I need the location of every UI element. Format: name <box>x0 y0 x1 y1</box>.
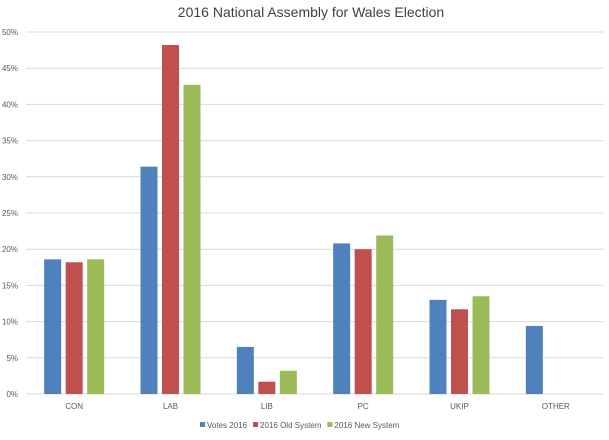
bar-ukip-0 <box>429 299 447 394</box>
legend-swatch <box>327 422 333 427</box>
bar-lab-2 <box>183 84 201 395</box>
bar-lab-1 <box>162 45 179 394</box>
chart-title: 2016 National Assembly for Wales Electio… <box>178 4 444 20</box>
bar-other-0 <box>525 325 543 394</box>
y-tick-label: 0% <box>6 390 18 399</box>
y-tick-label: 25% <box>2 209 18 218</box>
y-tick-label: 40% <box>2 100 18 109</box>
bar-lab-0 <box>140 166 158 394</box>
y-tick-label: 45% <box>2 64 18 73</box>
legend-label: Votes 2016 <box>207 421 248 430</box>
bar-pc-2 <box>376 235 394 394</box>
x-tick-label: OTHER <box>542 402 570 411</box>
bar-ukip-2 <box>472 296 490 394</box>
bar-con-0 <box>44 259 62 394</box>
x-tick-label: LAB <box>163 402 178 411</box>
y-tick-label: 5% <box>6 354 18 363</box>
legend-swatch <box>253 422 259 427</box>
y-tick-label: 20% <box>2 245 18 254</box>
legend-label: 2016 Old System <box>260 421 322 430</box>
bar-lib-0 <box>236 346 254 394</box>
bar-ukip-1 <box>451 309 468 394</box>
x-tick-label: PC <box>358 402 369 411</box>
bar-lib-2 <box>279 370 297 394</box>
bar-con-1 <box>65 262 83 394</box>
x-tick-label: LIB <box>261 402 273 411</box>
y-tick-label: 50% <box>2 28 18 37</box>
y-tick-label: 35% <box>2 137 18 146</box>
y-tick-label: 15% <box>2 281 18 290</box>
y-tick-label: 30% <box>2 173 18 182</box>
legend-swatch <box>200 422 205 427</box>
legend-label: 2016 New System <box>334 421 399 430</box>
y-tick-label: 10% <box>2 318 18 327</box>
bar-con-2 <box>87 259 105 394</box>
x-tick-label: UKIP <box>450 402 469 411</box>
bar-pc-1 <box>354 249 372 394</box>
bar-pc-0 <box>333 243 351 394</box>
x-tick-label: CON <box>65 402 83 411</box>
bar-lib-1 <box>258 381 276 394</box>
